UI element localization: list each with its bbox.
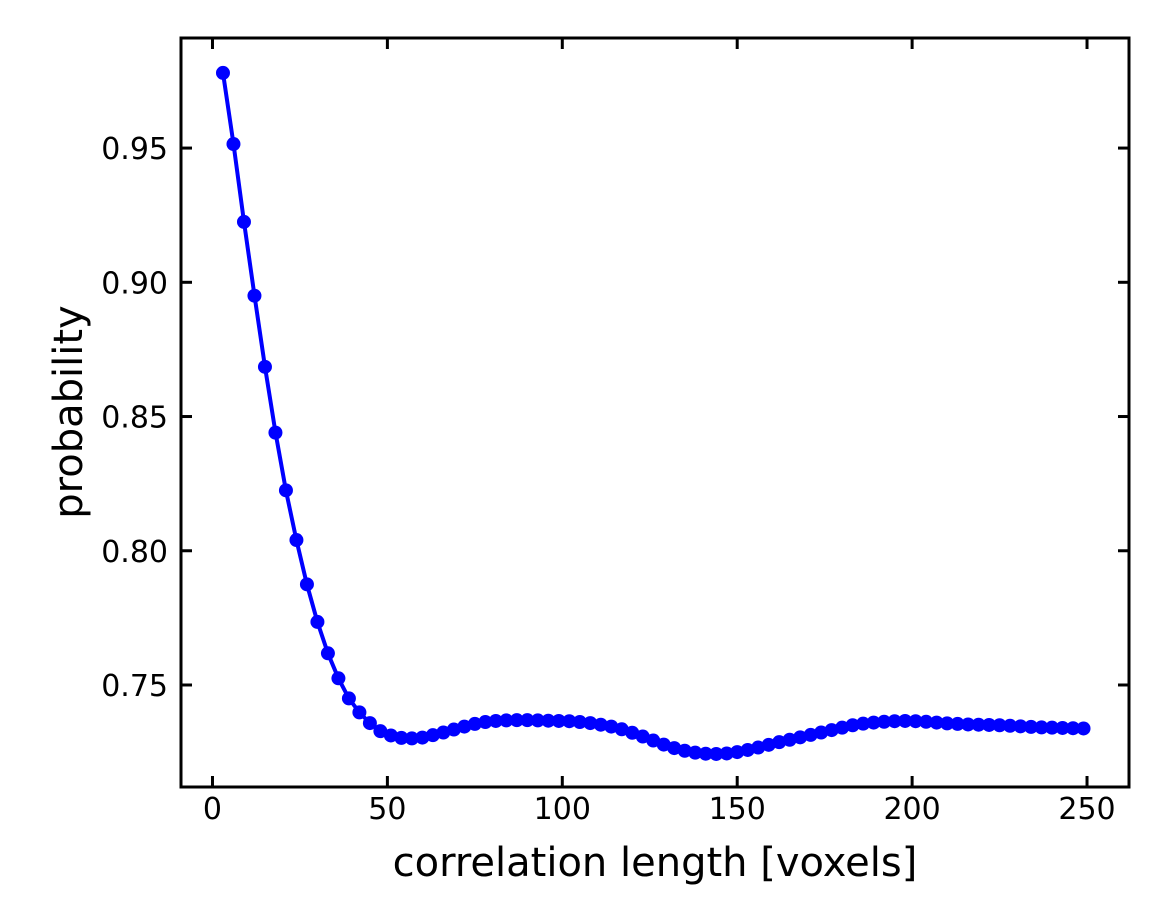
data-point [1066,721,1081,736]
data-point [1024,719,1039,734]
data-point [236,214,251,229]
data-point [772,735,787,750]
data-point [257,359,272,374]
data-point [919,714,934,729]
plot-frame [179,36,1131,789]
data-point [268,425,283,440]
data-point [856,716,871,731]
data-point [1055,720,1070,735]
data-point [793,730,808,745]
data-point [457,719,472,734]
data-point [520,713,535,728]
x-tick-label: 150 [709,792,766,827]
y-tick-label: 0.90 [101,266,168,301]
data-point [803,727,818,742]
x-tick-label: 100 [534,792,591,827]
data-point [215,65,230,80]
data-point [226,137,241,152]
data-point [299,577,314,592]
data-point [1076,721,1091,736]
data-point [436,725,451,740]
data-point [509,713,524,728]
data-point [247,288,262,303]
data-point [824,723,839,738]
data-point [730,745,745,760]
data-point [446,722,461,737]
data-point [709,746,724,761]
x-axis-ticks: 0 50 100 150 200 250 [203,38,1116,827]
data-point [604,719,619,734]
data-point [835,720,850,735]
series-line [221,72,1084,756]
data-point [394,730,409,745]
data-point [992,718,1007,733]
data-point [341,691,356,706]
data-point [929,715,944,730]
data-point [373,724,388,739]
x-tick-label: 250 [1058,792,1115,827]
data-point [950,716,965,731]
y-tick-label: 0.95 [101,132,168,167]
data-point [278,483,293,498]
data-point [635,729,650,744]
data-point [1013,719,1028,734]
data-point [383,728,398,743]
data-point [499,713,514,728]
data-point [1034,720,1049,735]
data-point [572,715,587,730]
data-point [352,705,367,720]
data-point [982,717,997,732]
data-point [751,740,766,755]
y-axis-ticks: 0.75 0.80 0.85 0.90 0.95 [101,132,1129,704]
data-point [562,714,577,729]
data-point [898,713,913,728]
data-point [877,714,892,729]
data-point [583,716,598,731]
data-point [362,716,377,731]
y-tick-label: 0.80 [101,535,168,570]
data-point [814,725,829,740]
x-tick-label: 50 [368,792,406,827]
data-point [845,718,860,733]
data-point [761,737,776,752]
data-point [961,717,976,732]
data-point [940,716,955,731]
y-tick-label: 0.85 [101,401,168,436]
data-point [667,741,682,756]
data-point [320,646,335,661]
data-point [310,614,325,629]
data-point [1045,720,1060,735]
data-point [719,746,734,761]
data-point [887,714,902,729]
data-point [593,717,608,732]
data-point [908,714,923,729]
y-tick-label: 0.75 [101,669,168,704]
data-point [415,730,430,745]
data-point [971,717,986,732]
data-point [478,715,493,730]
data-point [1003,718,1018,733]
data-point [467,716,482,731]
data-point [866,715,881,730]
data-point [404,731,419,746]
data-point [698,746,713,761]
x-axis-label: correlation length [voxels] [393,840,918,886]
data-point [677,743,692,758]
data-point [425,728,440,743]
data-point [551,713,566,728]
x-tick-label: 200 [883,792,940,827]
data-point [541,713,556,728]
y-axis-label: probability [46,305,92,518]
data-point [488,713,503,728]
data-series [215,65,1091,761]
data-point [331,671,346,686]
data-point [688,745,703,760]
data-point [782,732,797,747]
data-point [289,533,304,548]
x-tick-label: 0 [203,792,222,827]
data-point [646,733,661,748]
data-point [530,713,545,728]
data-point [740,742,755,757]
